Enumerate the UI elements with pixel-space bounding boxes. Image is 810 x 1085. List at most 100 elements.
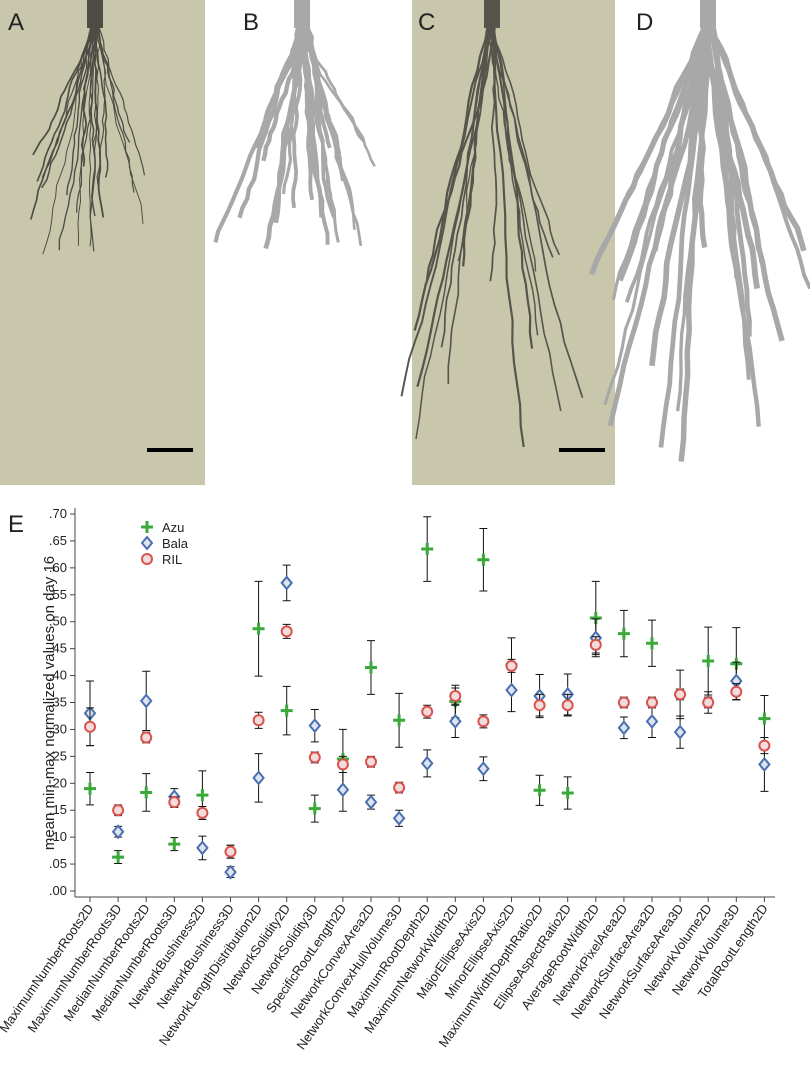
legend-marker: [141, 521, 153, 533]
root: [94, 24, 109, 178]
legend-label: RIL: [162, 552, 182, 567]
marker: [646, 696, 658, 709]
root: [706, 23, 807, 252]
root: [280, 24, 307, 162]
marker: [758, 756, 771, 772]
marker: [365, 755, 377, 768]
marker: [252, 770, 265, 786]
marker: [308, 802, 321, 815]
marker: [561, 786, 574, 799]
photo-a: [0, 0, 205, 485]
marker: [477, 715, 490, 728]
marker: [280, 625, 293, 638]
y-axis-label: mean min-max normalized values on day 16: [41, 556, 58, 850]
marker: [224, 845, 237, 858]
marker: [364, 794, 378, 810]
marker: [758, 739, 771, 752]
root: [80, 24, 94, 167]
panel-label: A: [8, 9, 24, 36]
marker: [702, 696, 715, 709]
y-tick-label: .05: [49, 856, 67, 871]
marker: [168, 838, 181, 851]
photo-c: [412, 0, 615, 485]
y-tick-label: .35: [49, 695, 67, 710]
root-crown: [484, 0, 500, 28]
root-crown: [87, 0, 103, 28]
y-tick-label: .20: [49, 775, 67, 790]
y-tick-label: .70: [49, 506, 67, 521]
root-crown: [294, 0, 310, 28]
root: [92, 24, 144, 224]
y-tick-label: .40: [49, 668, 67, 683]
root: [400, 24, 493, 397]
root: [489, 24, 498, 282]
marker: [196, 840, 209, 856]
y-tick-label: .65: [49, 533, 67, 548]
marker: [533, 784, 546, 797]
root: [486, 24, 537, 272]
marker: [421, 543, 434, 556]
marker: [393, 781, 406, 794]
marker: [673, 724, 687, 740]
root: [416, 24, 493, 387]
root: [89, 24, 97, 217]
root: [601, 24, 711, 251]
marker: [224, 864, 237, 880]
root: [296, 24, 376, 167]
marker: [308, 718, 322, 734]
root: [490, 24, 525, 448]
root: [301, 24, 315, 201]
roots: [30, 0, 810, 462]
legend-label: Azu: [162, 520, 184, 535]
marker: [336, 758, 349, 771]
marker: [365, 661, 377, 674]
root: [447, 24, 493, 384]
marker: [84, 720, 96, 733]
panel-label: E: [8, 511, 24, 538]
marker: [589, 638, 602, 651]
marker: [702, 655, 715, 668]
legend-marker: [140, 535, 154, 551]
y-tick-label: .50: [49, 614, 67, 629]
root: [709, 24, 752, 337]
root: [66, 24, 94, 196]
root: [263, 24, 305, 250]
marker: [139, 693, 153, 709]
marker: [505, 659, 518, 672]
marker: [533, 699, 546, 712]
y-tick-label: .55: [49, 587, 67, 602]
root: [489, 24, 561, 256]
marker: [393, 714, 406, 727]
y-tick-label: .10: [49, 829, 67, 844]
marker: [308, 751, 321, 764]
marker: [252, 622, 265, 635]
marker: [112, 804, 125, 817]
marker: [421, 705, 434, 718]
marker: [674, 688, 687, 701]
marker: [646, 637, 658, 650]
marker: [112, 851, 125, 864]
marker: [420, 755, 434, 771]
root: [492, 24, 534, 349]
root: [675, 24, 713, 412]
marker: [645, 713, 659, 729]
marker: [449, 690, 462, 703]
y-tick-label: .30: [49, 721, 67, 736]
marker: [196, 789, 209, 802]
root: [658, 24, 712, 448]
marker: [617, 696, 630, 709]
root: [705, 24, 761, 427]
panel-label: C: [418, 9, 435, 36]
legend-label: Bala: [162, 536, 189, 551]
legend-marker: [141, 553, 153, 565]
marker: [477, 761, 490, 777]
marker: [280, 704, 293, 717]
marker: [336, 782, 350, 798]
root-crown: [700, 0, 716, 28]
marker: [252, 714, 265, 727]
root: [36, 24, 94, 182]
marker: [477, 553, 490, 566]
marker: [505, 682, 518, 698]
root: [96, 24, 107, 185]
marker: [392, 810, 406, 826]
